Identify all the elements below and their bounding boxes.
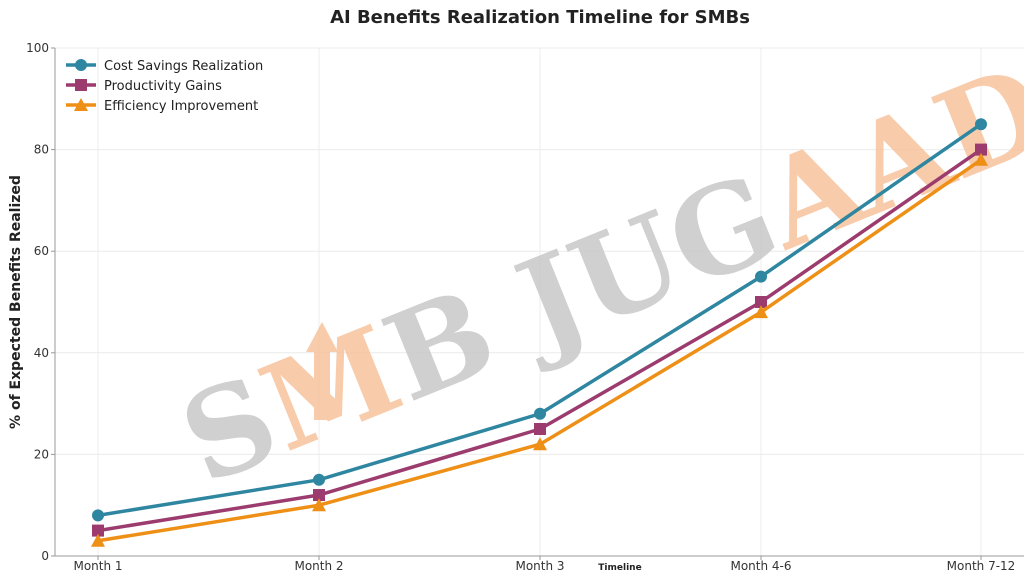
series bbox=[91, 118, 988, 547]
legend-label: Cost Savings Realization bbox=[104, 59, 263, 74]
x-tick-label: Month 4-6 bbox=[730, 559, 791, 573]
data-point bbox=[975, 143, 987, 156]
x-tick-label: Month 2 bbox=[294, 559, 343, 573]
y-tick-label: 0 bbox=[41, 549, 49, 563]
data-point bbox=[975, 118, 987, 131]
y-axis-label: % of Expected Benefits Realized bbox=[8, 175, 24, 429]
legend-marker bbox=[75, 79, 87, 91]
legend-label: Efficiency Improvement bbox=[104, 99, 258, 114]
y-tick-labels: 0 20 40 60 80 100 bbox=[26, 41, 55, 563]
legend-label: Productivity Gains bbox=[104, 79, 222, 94]
data-point bbox=[313, 473, 325, 486]
data-point bbox=[974, 152, 988, 166]
legend-item: Efficiency Improvement bbox=[66, 98, 258, 114]
y-tick-label: 40 bbox=[34, 346, 49, 360]
grid bbox=[55, 47, 1024, 557]
x-tick-labels: Month 1 Month 2 Month 3 Month 4-6 Month 7-12 bbox=[73, 556, 1015, 573]
watermark-text: SMB JUGAAD bbox=[163, 38, 1024, 512]
legend-item: Cost Savings Realization bbox=[66, 59, 263, 74]
data-point bbox=[92, 509, 104, 522]
data-point bbox=[312, 498, 326, 512]
data-point bbox=[755, 296, 767, 308]
data-point bbox=[313, 489, 325, 502]
series-3 bbox=[91, 152, 988, 547]
data-point bbox=[754, 305, 768, 319]
data-point bbox=[91, 533, 105, 547]
x-tick-label: Month 1 bbox=[73, 559, 122, 573]
legend-marker bbox=[74, 98, 88, 111]
watermark-logo: SMB JUGAAD bbox=[163, 38, 1024, 512]
data-point bbox=[533, 437, 547, 451]
series-2 bbox=[92, 143, 987, 537]
data-point bbox=[755, 270, 767, 283]
y-tick-label: 100 bbox=[26, 41, 49, 55]
chart-title: AI Benefits Realization Timeline for SMB… bbox=[330, 7, 750, 28]
watermark-arrow-icon bbox=[306, 322, 338, 420]
data-point bbox=[534, 407, 546, 420]
legend: Cost Savings Realization Productivity Gai… bbox=[66, 59, 263, 114]
x-tick-label: Month 7-12 bbox=[947, 559, 1016, 573]
x-tick-label: Month 3 bbox=[515, 559, 564, 573]
y-tick-label: 60 bbox=[34, 244, 49, 258]
data-point bbox=[92, 524, 104, 537]
x-axis-label: Timeline bbox=[598, 563, 641, 573]
legend-item: Productivity Gains bbox=[66, 79, 222, 94]
legend-marker bbox=[75, 59, 87, 71]
series-1 bbox=[92, 118, 987, 522]
data-point bbox=[534, 423, 546, 435]
y-tick-label: 80 bbox=[34, 143, 49, 157]
y-tick-label: 20 bbox=[34, 447, 49, 461]
